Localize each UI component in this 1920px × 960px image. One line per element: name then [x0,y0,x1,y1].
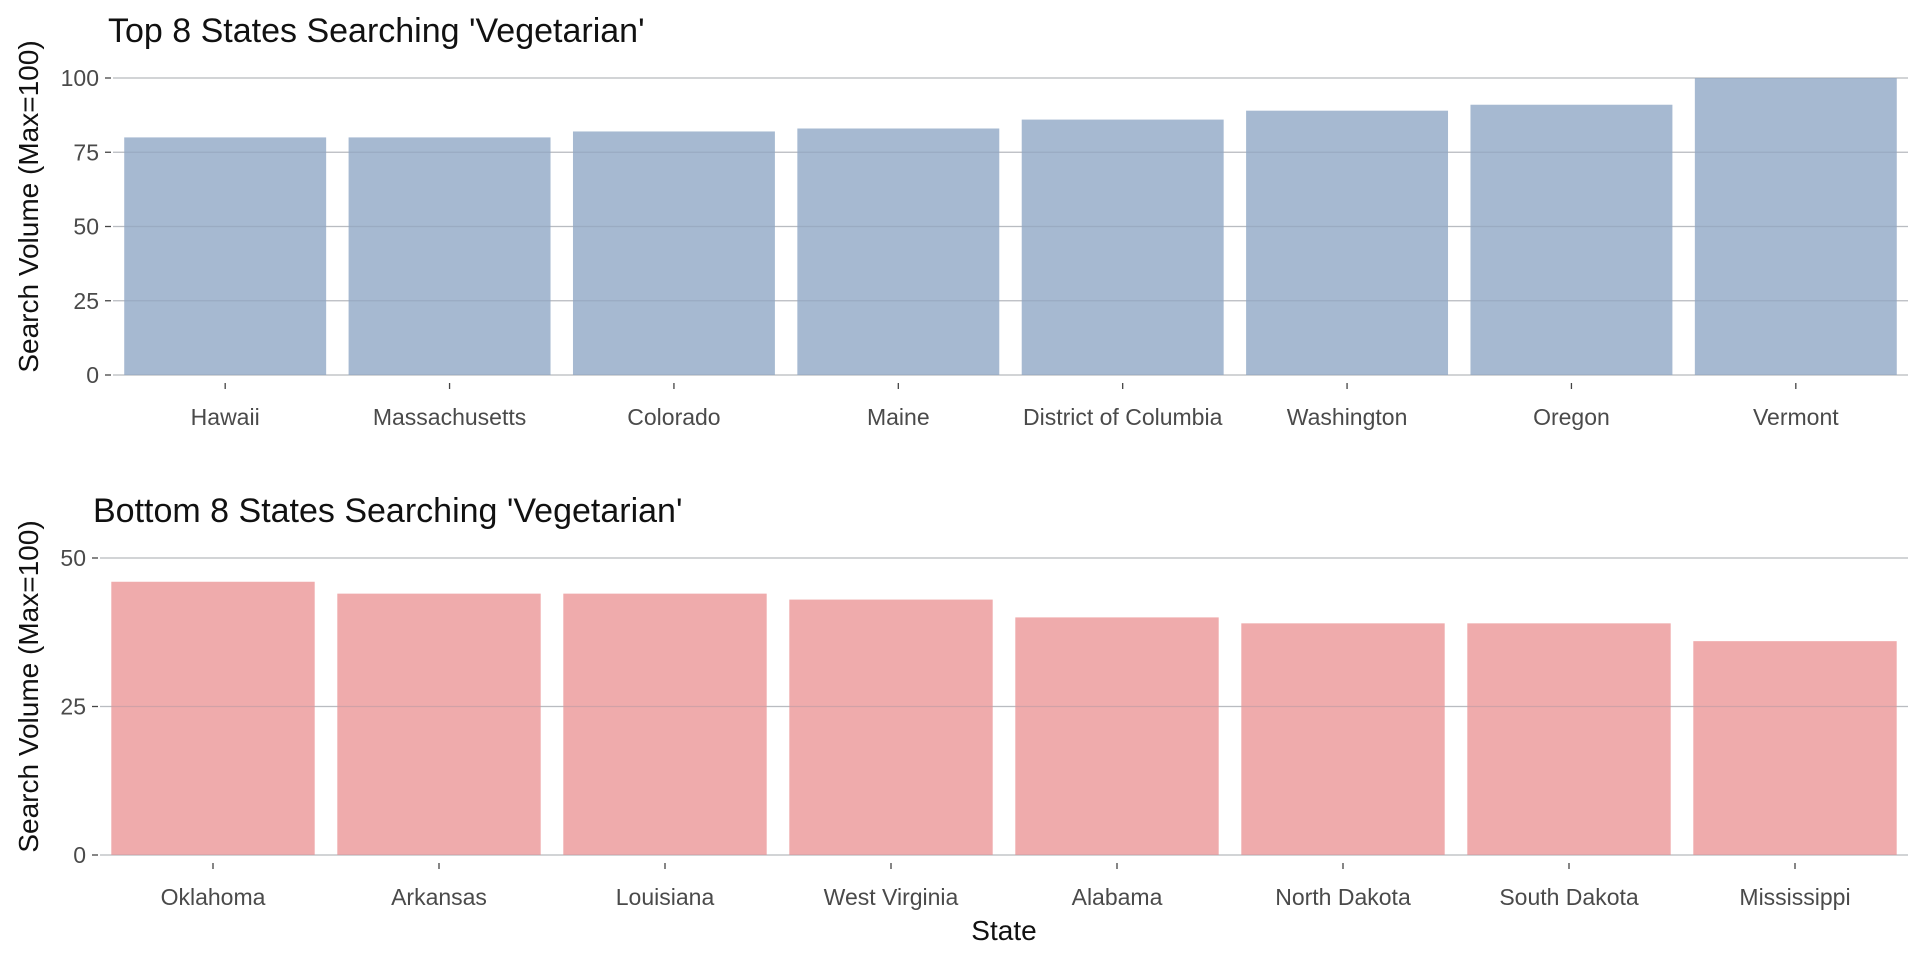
bottom-y-axis-label: Search Volume (Max=100) [13,520,44,852]
bottom-x-tick-label: Arkansas [391,884,487,910]
bottom-bar [1467,623,1671,855]
top-y-axis-label: Search Volume (Max=100) [13,40,44,372]
bottom-chart-panel: 0 25 50 Oklahoma Arkansas Louisiana West Virgi… [13,492,1908,946]
bottom-bar [1693,641,1897,855]
top-bar [124,137,327,375]
top-x-tick-label: Hawaii [191,404,260,430]
top-x-tick-label: District of Columbia [1023,404,1223,430]
bottom-x-tick-label: South Dakota [1499,884,1639,910]
top-x-tick-label: Vermont [1753,404,1839,430]
top-chart-title: Top 8 States Searching 'Vegetarian' [108,12,645,50]
top-bar [572,131,775,375]
top-bar [1021,119,1224,375]
top-bar [1470,104,1673,375]
bottom-x-tick-label: North Dakota [1275,884,1411,910]
bottom-y-tick-label: 25 [60,694,86,720]
bottom-bar [563,593,767,855]
top-x-tick-label: Oregon [1533,404,1610,430]
bottom-x-tick-label: Louisiana [616,884,715,910]
top-x-tick-label: Maine [867,404,930,430]
bottom-x-tick-label: West Virginia [824,884,959,910]
top-y-tick-label: 75 [73,139,99,165]
bottom-bar [337,593,541,855]
top-y-tick-label: 25 [73,288,99,314]
bottom-y-tick-label: 0 [73,842,86,868]
bottom-bar [1015,617,1219,855]
top-x-tick-label: Colorado [627,404,720,430]
top-bar [348,137,551,375]
bottom-x-tick-label: Alabama [1072,884,1163,910]
top-x-tick-label: Washington [1287,404,1408,430]
top-bar [797,128,1000,375]
top-x-tick-label: Massachusetts [373,404,526,430]
top-bar [1694,78,1897,375]
bottom-bar [111,581,315,855]
top-bar [1246,110,1449,376]
top-y-tick-label: 50 [73,214,99,240]
bottom-chart-title: Bottom 8 States Searching 'Vegetarian' [93,492,682,530]
bottom-x-tick-label: Oklahoma [161,884,266,910]
bottom-x-tick-label: Mississippi [1739,884,1850,910]
bottom-bar [1241,623,1445,855]
top-chart-panel: 0 25 50 75 100 Hawaii Massachusetts Colorado Mai… [13,12,1908,430]
top-y-tick-label: 0 [86,362,99,388]
bottom-x-axis-label: State [971,915,1036,946]
top-y-tick-label: 100 [61,65,99,91]
bottom-bar [789,599,993,855]
bottom-y-tick-label: 50 [60,545,86,571]
